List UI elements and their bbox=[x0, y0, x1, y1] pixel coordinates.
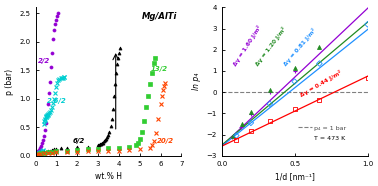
Y-axis label: ln p₄: ln p₄ bbox=[192, 73, 201, 90]
Point bbox=[267, 102, 273, 105]
Point bbox=[233, 134, 239, 137]
Point bbox=[238, 126, 244, 129]
Point bbox=[291, 108, 297, 111]
Text: Δγ = 1.60 J/m²: Δγ = 1.60 J/m² bbox=[232, 25, 263, 67]
Point bbox=[248, 121, 254, 124]
Point bbox=[229, 135, 235, 138]
Text: T = 473 K: T = 473 K bbox=[314, 136, 345, 141]
Point bbox=[267, 119, 273, 122]
Y-axis label: p (bar): p (bar) bbox=[5, 68, 14, 95]
Point bbox=[364, 77, 370, 80]
Point bbox=[291, 69, 297, 72]
Text: 20/2: 20/2 bbox=[157, 138, 175, 144]
Point bbox=[291, 66, 297, 69]
Point bbox=[267, 89, 273, 92]
Text: 2.6/2: 2.6/2 bbox=[47, 98, 67, 104]
Point bbox=[230, 134, 236, 137]
Text: Δγ = 0.81 J/m²: Δγ = 0.81 J/m² bbox=[282, 28, 317, 67]
Text: p₄ = 1 bar: p₄ = 1 bar bbox=[314, 126, 346, 131]
X-axis label: wt.% H: wt.% H bbox=[95, 172, 122, 181]
Point bbox=[248, 111, 254, 114]
Point bbox=[248, 113, 254, 116]
Text: Δγ = 1.20 J/m²: Δγ = 1.20 J/m² bbox=[254, 26, 287, 67]
Text: 13/2: 13/2 bbox=[151, 66, 168, 72]
Point bbox=[316, 45, 322, 48]
Point bbox=[316, 62, 322, 65]
Point bbox=[239, 122, 245, 125]
Text: Mg/AlTi: Mg/AlTi bbox=[142, 12, 177, 21]
Point bbox=[267, 91, 273, 94]
X-axis label: 1/d [nm⁻¹]: 1/d [nm⁻¹] bbox=[275, 172, 314, 181]
Point bbox=[316, 98, 322, 101]
Point bbox=[291, 80, 297, 83]
Text: 2/2: 2/2 bbox=[38, 58, 50, 64]
Point bbox=[248, 130, 254, 133]
Text: 6/2: 6/2 bbox=[73, 138, 85, 144]
Point bbox=[364, 23, 370, 26]
Point bbox=[233, 138, 239, 141]
Text: Δγ = 0.44 J/m²: Δγ = 0.44 J/m² bbox=[299, 70, 343, 98]
